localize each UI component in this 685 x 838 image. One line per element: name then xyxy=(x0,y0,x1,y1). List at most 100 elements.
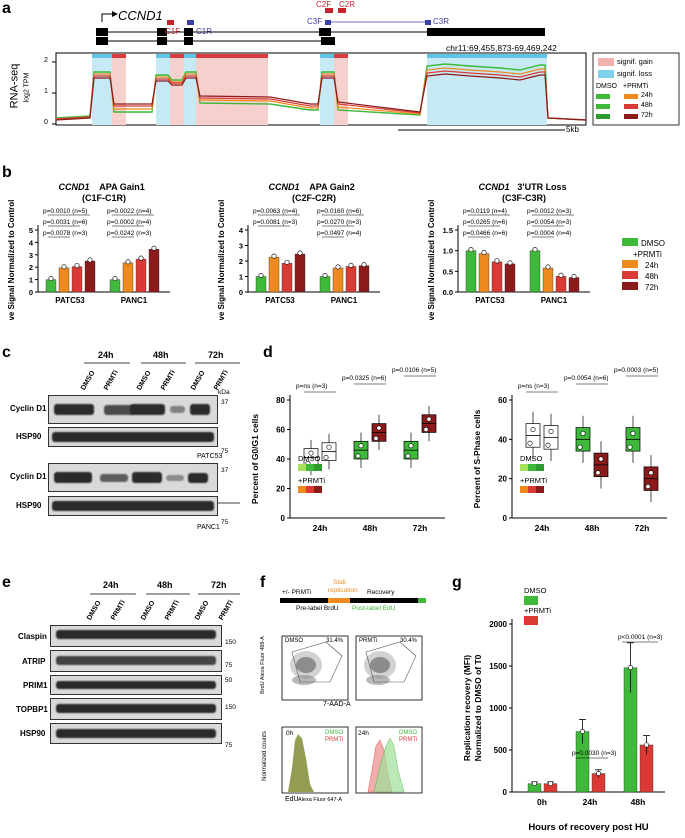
panel-d-charts: Percent of G0/G1 cells 0 20 40 60 80 24h p=ns (… xyxy=(250,367,667,533)
panel-b-legend-24h: 24h xyxy=(645,261,659,270)
y-tick-label: 1000 xyxy=(489,704,507,713)
p-value: p=ns (n=3) xyxy=(518,383,549,390)
legend-prmti-swatch xyxy=(536,486,544,493)
panel-b-legend-dmso: DMSO xyxy=(641,239,665,248)
p-value: p=0.0010 (n=5) xyxy=(43,208,87,215)
dot-ylabel: BrdU Alexa Fluor 488-A xyxy=(259,636,266,694)
legend-prmti-swatch xyxy=(298,486,306,493)
trace-24h xyxy=(55,67,587,121)
x-tick-label: PANC1 xyxy=(121,296,148,305)
legend-prmti-swatch xyxy=(314,486,322,493)
track-ytick-label: 1 xyxy=(44,88,48,95)
p-value: p=0.0002 (n=4) xyxy=(107,219,151,226)
hist-prmti: PRMTi xyxy=(325,737,344,743)
bar xyxy=(358,265,370,293)
p-value: p=0.0030 (n=3) xyxy=(572,750,616,757)
trace-dmso xyxy=(55,63,587,121)
legend-72h-swatch xyxy=(622,282,638,290)
data-point xyxy=(548,428,554,434)
y-tick-label: 0.5 xyxy=(443,267,453,276)
primer-c2r xyxy=(338,8,346,13)
x-tick-label: 24h xyxy=(583,797,598,807)
track-ytick-label: 0 xyxy=(44,119,48,126)
e-row-label: ATRIP xyxy=(22,657,46,666)
legend-dmso-swatch xyxy=(314,464,322,471)
data-point xyxy=(284,259,290,265)
e-row-label: PRIM1 xyxy=(23,681,48,690)
legend-72h-swatch xyxy=(624,114,638,119)
data-point xyxy=(358,443,364,449)
chart-title-gene: CCND1 xyxy=(58,182,89,192)
e-row-label: TOPBP1 xyxy=(16,705,48,714)
e-time-72h: 72h xyxy=(211,580,227,590)
x-tick-label: PANC1 xyxy=(541,296,568,305)
timeline-postlabel: Post-label EdU xyxy=(352,605,396,612)
bar xyxy=(255,276,267,293)
p-value: p=0.0160 (n=6) xyxy=(317,208,361,215)
legend-dmso-swatch xyxy=(306,464,314,471)
panel-g-letter: g xyxy=(452,574,462,591)
legend-dmso-label: DMSO xyxy=(596,83,617,90)
bar xyxy=(281,263,293,293)
data-point xyxy=(571,274,577,280)
hist-time: 24h xyxy=(358,730,369,737)
y-tick-label: 1.5 xyxy=(443,226,453,235)
x-tick-label: 0h xyxy=(537,797,547,807)
p-value: p=0.0022 (n=4) xyxy=(107,208,151,215)
timeline-prmti: +/- PRMTi xyxy=(282,589,312,596)
primer-label-c2f: C2F xyxy=(316,0,332,9)
data-point xyxy=(644,742,650,748)
chart-title-gene: CCND1 xyxy=(268,182,299,192)
legend-gain-label: signif. gain xyxy=(617,57,653,66)
x-tick-label: 48h xyxy=(631,797,646,807)
bar xyxy=(465,250,477,293)
panel-b-letter: b xyxy=(2,164,12,181)
gate xyxy=(365,641,417,683)
bar xyxy=(319,276,331,293)
y-tick-label: 1.0 xyxy=(443,247,453,256)
primer-c1r xyxy=(187,20,194,25)
legend-dmso-label: DMSO xyxy=(520,454,543,463)
legend-dmso-swatch xyxy=(520,464,528,471)
scale-label: 5kb xyxy=(566,125,579,134)
panel-b-legend xyxy=(622,238,638,290)
data-point xyxy=(74,263,80,269)
marker: 75 xyxy=(221,448,229,455)
data-point xyxy=(408,443,414,449)
timeline-edu xyxy=(418,598,426,603)
x-tick-label: 24h xyxy=(535,523,550,533)
primer-label-c1r: C1R xyxy=(196,27,213,36)
c-kda-label: kDa xyxy=(218,389,230,396)
data-point xyxy=(361,262,367,268)
y-tick-label: 500 xyxy=(494,746,508,755)
data-point xyxy=(580,729,586,735)
panel-d-chart-1: Percent of G0/G1 cells 0 20 40 60 80 24h p=ns (… xyxy=(250,367,445,533)
x-tick-label: PATC53 xyxy=(265,296,295,305)
exon xyxy=(157,37,167,45)
dot-label: DMSO xyxy=(285,638,303,644)
y-tick-label: 0.0 xyxy=(443,288,453,297)
data-point xyxy=(532,781,538,787)
hist-xlabel: EdU xyxy=(285,796,299,803)
y-tick-label: 40 xyxy=(498,435,507,444)
chart-title: APA Gain2 xyxy=(309,182,355,192)
panel-d-letter: d xyxy=(263,344,273,361)
legend-loss-swatch xyxy=(598,70,614,78)
primer-label-c3f: C3F xyxy=(307,17,323,26)
bar xyxy=(268,256,280,293)
primer-c1f xyxy=(167,20,174,25)
legend-prmti-label: +PRMTi xyxy=(298,476,325,485)
hist-dmso: DMSO xyxy=(325,730,343,736)
trace-48h xyxy=(55,70,587,121)
y-tick-label: 2000 xyxy=(489,620,507,629)
e-marker: 75 xyxy=(225,662,233,669)
data-point xyxy=(322,273,328,279)
data-point xyxy=(376,425,382,431)
bar xyxy=(491,261,503,293)
chart-ylabel: Percent of G0/G1 cells xyxy=(250,414,260,505)
primer-label-c2r: C2R xyxy=(339,0,356,9)
primer-c3f xyxy=(325,20,331,25)
panel-b-legend-prmti: +PRMTi xyxy=(633,250,662,259)
data-point xyxy=(595,470,601,476)
chart-ylabel: Relative Signal Normalized to Control xyxy=(217,200,226,320)
